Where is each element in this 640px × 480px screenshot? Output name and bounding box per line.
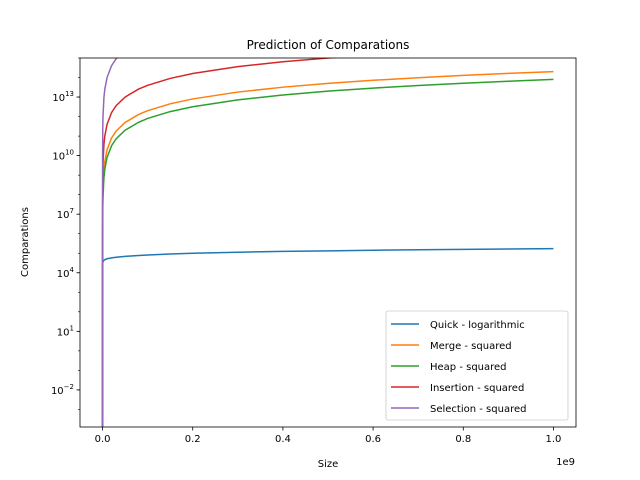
y-tick-base: 10 (52, 93, 65, 104)
y-tick-exponent: 7 (70, 207, 74, 215)
y-tick-label: 1010 (52, 149, 74, 163)
y-tick-exponent: −2 (64, 383, 74, 391)
x-axis-offset-label: 1e9 (556, 457, 575, 468)
y-tick-exponent: 4 (70, 266, 75, 274)
x-tick-label: 0.8 (455, 434, 471, 445)
x-axis-label: Size (318, 459, 339, 470)
x-axis: 0.0 0.2 0.4 0.6 0.8 1.0 (95, 427, 562, 445)
legend-entry: Insertion - squared (430, 383, 524, 394)
y-tick-base: 10 (57, 269, 70, 280)
x-tick-label: 1.0 (546, 434, 562, 445)
series-line-4 (101, 58, 119, 427)
y-tick-label: 10−2 (51, 383, 74, 397)
x-tick-label: 0.0 (95, 434, 111, 445)
y-tick-label: 104 (57, 266, 75, 280)
x-tick-label: 0.2 (185, 434, 201, 445)
legend-entry: Quick - logarithmic (430, 320, 525, 331)
series-line-2 (101, 78, 554, 427)
y-tick-label: 107 (57, 207, 74, 221)
y-tick-base: 10 (57, 327, 70, 338)
y-tick-base: 10 (51, 386, 64, 397)
series-lines (101, 58, 554, 427)
y-axis-label: Comparations (20, 207, 31, 277)
y-tick-base: 10 (52, 152, 65, 163)
series-line-0 (101, 247, 554, 427)
y-tick-exponent: 1 (70, 324, 74, 332)
y-tick-label: 101 (57, 324, 74, 338)
y-tick-exponent: 10 (65, 149, 74, 157)
y-tick-base: 10 (57, 210, 70, 221)
series-line-3 (101, 58, 339, 427)
legend-box (385, 310, 569, 421)
legend-entry: Merge - squared (430, 341, 512, 352)
y-tick-exponent: 13 (65, 90, 74, 98)
x-tick-label: 0.6 (365, 434, 381, 445)
chart-title: Prediction of Comparations (247, 38, 410, 52)
plot-frame (79, 57, 577, 428)
x-tick-label: 0.4 (275, 434, 291, 445)
legend: Quick - logarithmic Merge - squared Heap -… (385, 310, 569, 421)
legend-entry: Selection - squared (430, 404, 526, 415)
y-tick-label: 1013 (52, 90, 74, 104)
legend-entry: Heap - squared (430, 362, 507, 373)
